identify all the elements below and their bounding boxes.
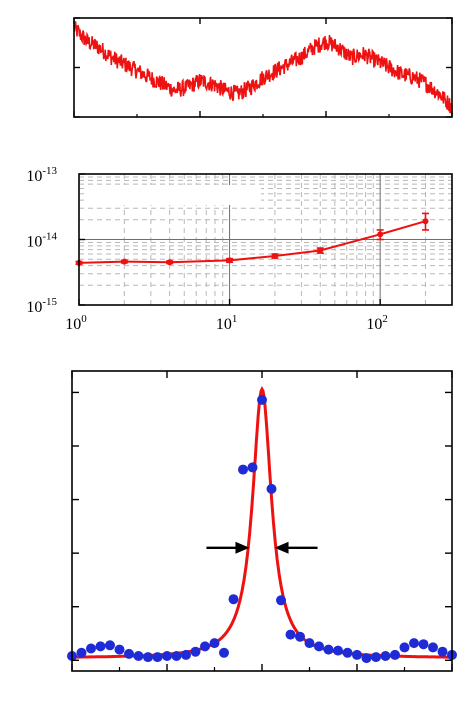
- spectrum-point: [105, 640, 115, 651]
- x-tick-label-exponent: 0: [81, 313, 87, 325]
- allan-point: [166, 259, 173, 266]
- y-tick-label-base: 10: [26, 234, 42, 251]
- y-tick-label-exponent: -14: [42, 231, 57, 243]
- spectrum-point: [276, 595, 286, 606]
- spectrum-point: [323, 644, 334, 655]
- y-tick-label-exponent: -13: [42, 165, 57, 177]
- spectrum-point: [342, 647, 353, 658]
- allan-point: [271, 252, 278, 259]
- allan-point: [121, 258, 128, 265]
- spectrum-point: [257, 394, 267, 405]
- spectrum-point: [428, 642, 438, 653]
- spectrum-point: [418, 639, 429, 650]
- spectrum-point: [314, 641, 324, 652]
- spectrum-point: [171, 651, 182, 661]
- allan-point: [226, 257, 233, 264]
- x-tick-label-base: 10: [216, 316, 232, 333]
- plot-frame-c: [71, 370, 453, 672]
- spectrum-point: [162, 651, 172, 661]
- spectrum-point: [152, 652, 163, 663]
- spectrum-point: [390, 649, 400, 660]
- right-arrow-head: [274, 541, 289, 554]
- annotation-background: [86, 185, 261, 205]
- frequency-trace: [73, 21, 453, 114]
- spectrum-point: [133, 651, 144, 661]
- spectrum-point: [399, 642, 410, 653]
- spectrum-point: [266, 483, 277, 494]
- spectrum-point: [380, 651, 391, 661]
- left-arrow-head: [235, 541, 250, 554]
- spectrum-point: [124, 648, 134, 659]
- x-tick-label-exponent: 1: [232, 313, 238, 325]
- y-tick-label: 10-13: [26, 165, 57, 185]
- allan-point: [377, 231, 384, 238]
- spectrum-point: [247, 462, 258, 473]
- y-tick-label: 10-15: [26, 296, 57, 316]
- y-tick-label-base: 10: [26, 299, 42, 316]
- y-tick-label: 10-14: [26, 231, 57, 251]
- spectrum-point: [219, 647, 229, 658]
- x-tick-label: 100: [65, 313, 87, 333]
- allan-deviation-line: [78, 220, 426, 264]
- panel-c-beat-spectrum: [67, 370, 457, 672]
- spectrum-point: [143, 652, 153, 663]
- spectrum-point: [228, 594, 239, 605]
- spectrum-point: [95, 641, 106, 652]
- spectrum-point: [371, 652, 381, 663]
- spectrum-point: [437, 646, 448, 657]
- lorentzian-fit-curve: [71, 385, 453, 659]
- spectrum-point: [238, 464, 248, 475]
- x-tick-label-base: 10: [366, 316, 382, 333]
- spectrum-point: [352, 649, 362, 660]
- spectrum-point: [209, 638, 220, 649]
- allan-point: [317, 247, 324, 254]
- spectrum-point: [295, 631, 305, 642]
- spectrum-point: [76, 647, 87, 658]
- spectrum-point: [285, 629, 296, 640]
- spectrum-point: [181, 649, 191, 660]
- x-tick-label: 101: [216, 313, 238, 333]
- allan-point: [422, 218, 429, 225]
- spectrum-point: [304, 638, 315, 649]
- spectrum-point: [409, 638, 419, 649]
- spectrum-point: [361, 653, 372, 664]
- y-tick-label-base: 10: [26, 168, 42, 185]
- y-tick-label-exponent: -15: [42, 296, 57, 308]
- spectrum-point: [86, 643, 96, 654]
- spectrum-point: [190, 646, 201, 657]
- spectrum-point: [200, 641, 210, 652]
- panel-a-frequency-drift: [73, 17, 453, 118]
- x-tick-label: 102: [366, 313, 388, 333]
- x-tick-label-base: 10: [65, 316, 81, 333]
- spectrum-point: [333, 645, 343, 656]
- x-tick-label-exponent: 2: [382, 313, 388, 325]
- spectrum-point: [114, 644, 125, 655]
